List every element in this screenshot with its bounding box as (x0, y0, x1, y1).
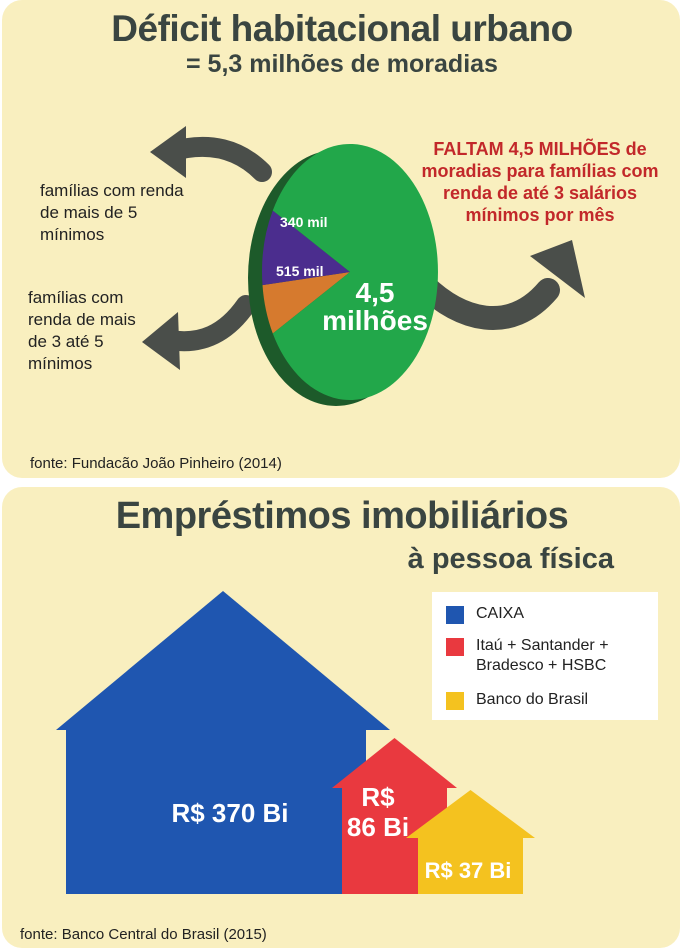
arrow-main-icon (413, 274, 560, 330)
loans-title: Empréstimos imobiliários (115, 495, 569, 537)
deficit-title: Déficit habitacional urbano (111, 8, 573, 49)
pie-slice-3to5 (262, 210, 350, 286)
house-private-label-line2: 86 Bi (347, 812, 409, 842)
legend-item-caixa: CAIXA (446, 604, 524, 624)
legend: CAIXA Itaú + Santander + Bradesco + HSBC… (432, 592, 658, 720)
pie-slice-upto3 (272, 144, 438, 400)
legend-swatch-bb (446, 692, 464, 710)
label-3to5-text: famílias com renda de mais de 3 até 5 mí… (28, 288, 136, 373)
pie-label-over5: 340 mil (280, 214, 327, 230)
legend-swatch-private (446, 638, 464, 656)
pie-slice-over5 (262, 272, 350, 334)
pie-label-3to5: 515 mil (276, 263, 323, 279)
legend-label-private: Itaú + Santander + Bradesco + HSBC (476, 636, 609, 676)
legend-label-private-line2: Bradesco + HSBC (476, 657, 607, 674)
label-over5-text: famílias com renda de mais de 5 mínimos (40, 181, 184, 244)
legend-label-caixa: CAIXA (476, 605, 525, 622)
label-over5: famílias com renda de mais de 5 mínimos (40, 180, 200, 246)
house-private-label-line1: R$ (361, 782, 395, 812)
house-bb-body (418, 838, 523, 894)
label-3to5: famílias com renda de mais de 3 até 5 mí… (28, 287, 153, 375)
loans-source: fonte: Banco Central do Brasil (2015) (20, 926, 267, 943)
house-caixa-body (66, 730, 366, 894)
loans-subtitle: à pessoa física (407, 543, 614, 575)
deficit-subtitle: = 5,3 milhões de moradias (186, 50, 498, 78)
deficit-source: fonte: Fundacão João Pinheiro (2014) (30, 455, 282, 472)
legend-item-bb: Banco do Brasil (446, 690, 588, 710)
house-private-roof (332, 738, 457, 788)
legend-label-bb: Banco do Brasil (476, 691, 589, 708)
legend-swatch-caixa (446, 606, 464, 624)
pie-label-upto3-unit: milhões (322, 305, 428, 336)
arrow-3to5-head-icon (142, 312, 180, 370)
legend-label-private-line1: Itaú + Santander + (476, 637, 609, 654)
pie-label-upto3-value: 4,5 (356, 277, 395, 308)
arrow-over5-head-icon (150, 126, 186, 178)
house-caixa-roof (56, 591, 390, 730)
arrow-main-head-icon (530, 240, 585, 298)
house-bb-roof (406, 790, 535, 838)
house-caixa-label: R$ 370 Bi (171, 798, 288, 828)
callout-text: FALTAM 4,5 MILHÕES de moradias para famí… (421, 139, 659, 225)
legend-item-private: Itaú + Santander + Bradesco + HSBC (446, 636, 609, 676)
house-bb-label: R$ 37 Bi (425, 858, 512, 883)
